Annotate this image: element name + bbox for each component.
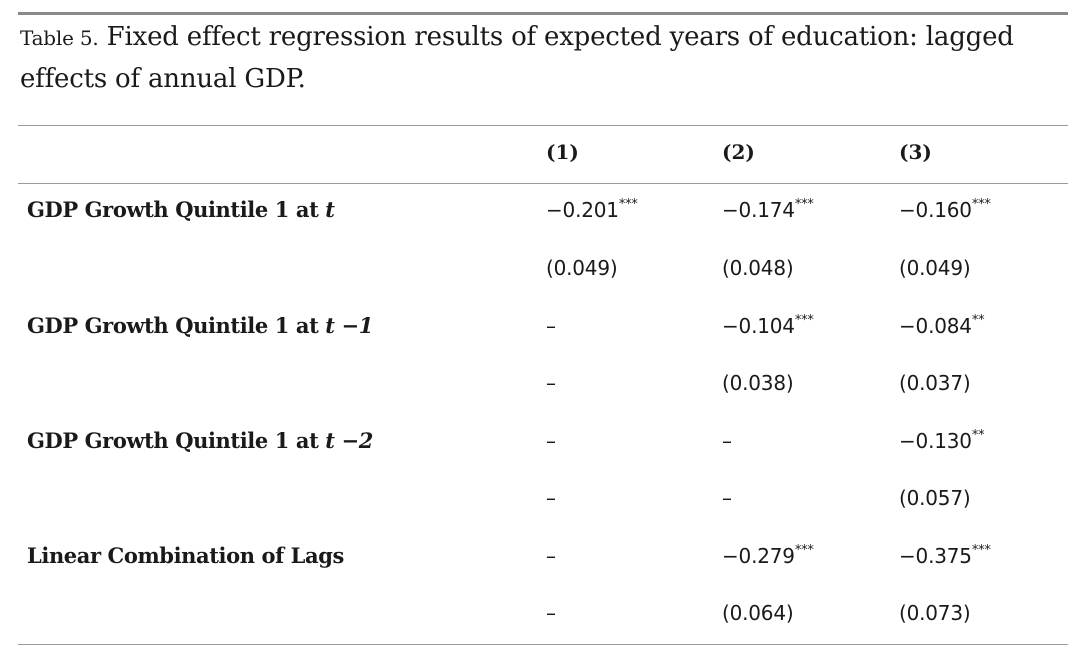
coef-cell: –: [546, 544, 556, 568]
coef-cell: −0.104***: [722, 314, 814, 338]
coef-value: −0.375: [899, 544, 972, 568]
row-label-text: GDP Growth Quintile 1 at: [27, 313, 326, 338]
coef-value: −0.174: [722, 198, 795, 222]
se-cell: (0.038): [722, 371, 794, 395]
se-cell: (0.048): [722, 256, 794, 280]
column-header-3: (3): [899, 140, 932, 164]
significance-stars: **: [971, 313, 985, 329]
se-cell: (0.037): [899, 371, 971, 395]
se-cell: (0.049): [899, 256, 971, 280]
caption-top-rule: [18, 12, 1068, 15]
row-label-quintile-t: GDP Growth Quintile 1 at t: [27, 197, 335, 222]
coef-value: –: [722, 429, 732, 453]
table-number-label: Table 5.: [20, 26, 99, 50]
se-cell: –: [722, 486, 732, 510]
row-label-variable: t: [325, 197, 335, 222]
table-bottom-rule: [18, 644, 1068, 645]
se-cell: –: [546, 601, 556, 625]
coef-cell: –: [546, 429, 556, 453]
coef-cell: –: [546, 314, 556, 338]
coef-cell: −0.279***: [722, 544, 814, 568]
significance-stars: ***: [618, 197, 638, 213]
coef-value: –: [546, 314, 556, 338]
se-cell: (0.064): [722, 601, 794, 625]
coef-value: −0.201: [546, 198, 619, 222]
row-label-text: GDP Growth Quintile 1 at: [27, 428, 326, 453]
significance-stars: ***: [794, 197, 814, 213]
se-cell: –: [546, 371, 556, 395]
table-caption: Table 5. Fixed effect regression results…: [20, 17, 1060, 100]
row-label-quintile-t-minus-2: GDP Growth Quintile 1 at t −2: [27, 428, 373, 453]
row-label-linear-combination: Linear Combination of Lags: [27, 543, 344, 568]
row-label-variable: t −2: [325, 428, 373, 453]
row-label-text: Linear Combination of Lags: [27, 543, 344, 568]
coef-value: −0.160: [899, 198, 972, 222]
significance-stars: **: [971, 428, 985, 444]
table-caption-text: Fixed effect regression results of expec…: [20, 22, 1014, 94]
coef-cell: –: [722, 429, 732, 453]
coef-cell: −0.375***: [899, 544, 991, 568]
row-label-variable: t −1: [325, 313, 373, 338]
se-cell: (0.073): [899, 601, 971, 625]
coef-value: −0.084: [899, 314, 972, 338]
row-label-text: GDP Growth Quintile 1 at: [27, 197, 326, 222]
table-header-rule: [18, 183, 1068, 184]
coef-value: −0.279: [722, 544, 795, 568]
coef-cell: −0.130**: [899, 428, 985, 453]
significance-stars: ***: [794, 543, 814, 559]
column-header-1: (1): [546, 140, 579, 164]
coef-value: −0.104: [722, 314, 795, 338]
coef-cell: −0.201***: [546, 198, 638, 222]
coef-value: −0.130: [899, 429, 972, 453]
coef-cell: −0.160***: [899, 198, 991, 222]
table-top-rule: [18, 125, 1068, 126]
significance-stars: ***: [794, 313, 814, 329]
row-label-quintile-t-minus-1: GDP Growth Quintile 1 at t −1: [27, 313, 373, 338]
se-cell: (0.049): [546, 256, 618, 280]
se-cell: (0.057): [899, 486, 971, 510]
coef-value: –: [546, 544, 556, 568]
coef-cell: −0.084**: [899, 313, 985, 338]
significance-stars: ***: [971, 197, 991, 213]
column-header-2: (2): [722, 140, 755, 164]
coef-value: –: [546, 429, 556, 453]
se-cell: –: [546, 486, 556, 510]
coef-cell: −0.174***: [722, 198, 814, 222]
significance-stars: ***: [971, 543, 991, 559]
